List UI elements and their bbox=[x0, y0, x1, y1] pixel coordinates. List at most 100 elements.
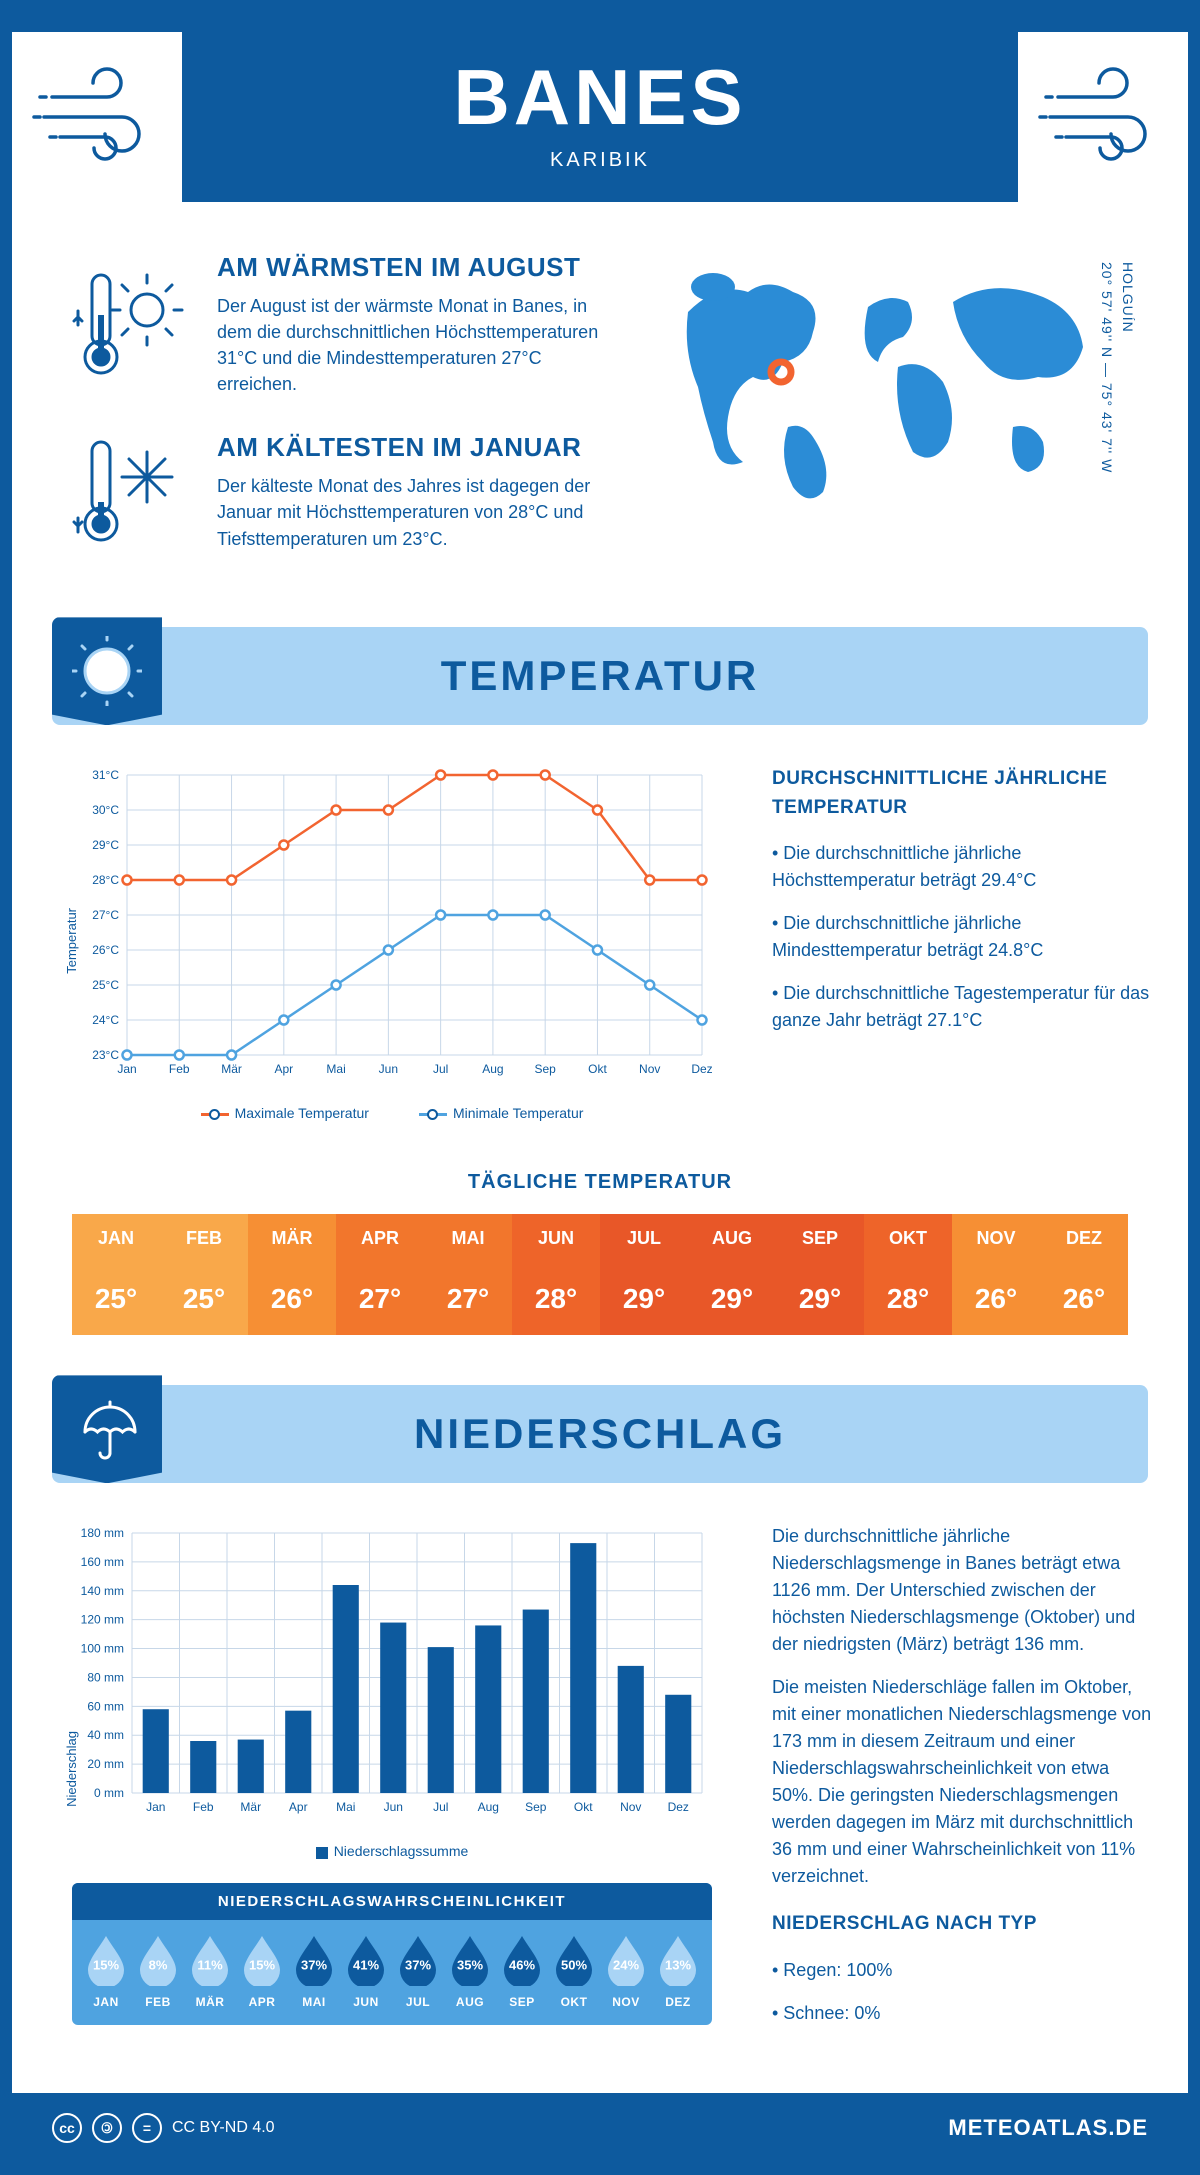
svg-text:Sep: Sep bbox=[535, 1062, 557, 1076]
svg-text:Feb: Feb bbox=[169, 1062, 190, 1076]
precip-legend: Niederschlagssumme bbox=[72, 1828, 712, 1859]
svg-text:Apr: Apr bbox=[274, 1062, 293, 1076]
svg-text:29°C: 29°C bbox=[92, 838, 119, 852]
svg-text:26°C: 26°C bbox=[92, 943, 119, 957]
svg-text:Aug: Aug bbox=[482, 1062, 503, 1076]
temp-col: JUN28° bbox=[512, 1214, 600, 1335]
svg-text:27°C: 27°C bbox=[92, 908, 119, 922]
svg-text:Jul: Jul bbox=[433, 1062, 448, 1076]
drop-item: 8%FEB bbox=[132, 1934, 184, 2009]
coordinates: HOLGUÍN 20° 57' 49'' N — 75° 43' 7'' W bbox=[1096, 262, 1138, 473]
temp-summary: DURCHSCHNITTLICHE JÄHRLICHE TEMPERATUR •… bbox=[772, 765, 1152, 1121]
temp-col: MAI27° bbox=[424, 1214, 512, 1335]
temp-col: FEB25° bbox=[160, 1214, 248, 1335]
svg-text:Mai: Mai bbox=[336, 1800, 355, 1814]
svg-text:160 mm: 160 mm bbox=[81, 1555, 124, 1569]
svg-text:28°C: 28°C bbox=[92, 873, 119, 887]
svg-text:Jun: Jun bbox=[379, 1062, 398, 1076]
license: cc 🄯 = CC BY-ND 4.0 bbox=[52, 2113, 275, 2143]
drop-item: 13%DEZ bbox=[652, 1934, 704, 2009]
warm-title: AM WÄRMSTEN IM AUGUST bbox=[217, 252, 618, 283]
svg-text:0 mm: 0 mm bbox=[94, 1786, 124, 1800]
precip-summary: Die durchschnittliche jährliche Niedersc… bbox=[772, 1523, 1152, 2043]
hero: BANES KARIBIK bbox=[12, 12, 1188, 202]
umbrella-icon bbox=[52, 1375, 162, 1483]
precip-section-header: NIEDERSCHLAG bbox=[52, 1385, 1148, 1483]
svg-text:Apr: Apr bbox=[289, 1800, 308, 1814]
temp-heading: TEMPERATUR bbox=[162, 652, 1038, 700]
warm-body: Der August ist der wärmste Monat in Bane… bbox=[217, 293, 618, 397]
temp-line-chart: Temperatur 23°C24°C25°C26°C27°C28°C29°C3… bbox=[72, 765, 712, 1121]
temp-legend: Maximale Temperatur Minimale Temperatur bbox=[72, 1090, 712, 1121]
temp-chart-row: Temperatur 23°C24°C25°C26°C27°C28°C29°C3… bbox=[12, 725, 1188, 1141]
wind-icon-left bbox=[12, 32, 182, 202]
temp-col: MÄR26° bbox=[248, 1214, 336, 1335]
svg-text:Jan: Jan bbox=[146, 1800, 165, 1814]
temp-col: OKT28° bbox=[864, 1214, 952, 1335]
svg-text:80 mm: 80 mm bbox=[87, 1671, 124, 1685]
svg-text:31°C: 31°C bbox=[92, 768, 119, 782]
drop-item: 37%JUL bbox=[392, 1934, 444, 2009]
page: BANES KARIBIK bbox=[0, 0, 1200, 2175]
drop-item: 11%MÄR bbox=[184, 1934, 236, 2009]
precip-bar-chart: Niederschlag 0 mm20 mm40 mm60 mm80 mm100… bbox=[72, 1523, 712, 2043]
svg-text:100 mm: 100 mm bbox=[81, 1642, 124, 1656]
svg-text:20 mm: 20 mm bbox=[87, 1757, 124, 1771]
svg-text:23°C: 23°C bbox=[92, 1048, 119, 1062]
svg-text:Dez: Dez bbox=[691, 1062, 712, 1076]
thermometer-cold-icon bbox=[72, 432, 192, 552]
svg-text:Aug: Aug bbox=[478, 1800, 499, 1814]
site-name: METEOATLAS.DE bbox=[948, 2115, 1148, 2141]
svg-text:Dez: Dez bbox=[668, 1800, 689, 1814]
temp-col: SEP29° bbox=[776, 1214, 864, 1335]
page-title: BANES bbox=[32, 52, 1168, 143]
svg-text:Mär: Mär bbox=[240, 1800, 261, 1814]
svg-text:25°C: 25°C bbox=[92, 978, 119, 992]
temp-col: AUG29° bbox=[688, 1214, 776, 1335]
svg-text:180 mm: 180 mm bbox=[81, 1526, 124, 1540]
svg-text:Okt: Okt bbox=[574, 1800, 593, 1814]
svg-text:140 mm: 140 mm bbox=[81, 1584, 124, 1598]
page-subtitle: KARIBIK bbox=[32, 149, 1168, 172]
svg-text:Feb: Feb bbox=[193, 1800, 214, 1814]
intro-section: AM WÄRMSTEN IM AUGUST Der August ist der… bbox=[12, 202, 1188, 627]
svg-text:40 mm: 40 mm bbox=[87, 1729, 124, 1743]
warm-block: AM WÄRMSTEN IM AUGUST Der August ist der… bbox=[72, 252, 618, 397]
svg-text:Sep: Sep bbox=[525, 1800, 547, 1814]
precip-probability: NIEDERSCHLAGSWAHRSCHEINLICHKEIT 15%JAN8%… bbox=[72, 1883, 712, 2025]
svg-text:Mär: Mär bbox=[221, 1062, 242, 1076]
temp-col: NOV26° bbox=[952, 1214, 1040, 1335]
temp-col: JAN25° bbox=[72, 1214, 160, 1335]
svg-text:Jan: Jan bbox=[117, 1062, 136, 1076]
thermometer-hot-icon bbox=[72, 252, 192, 397]
precip-chart-row: Niederschlag 0 mm20 mm40 mm60 mm80 mm100… bbox=[12, 1483, 1188, 2093]
cold-block: AM KÄLTESTEN IM JANUAR Der kälteste Mona… bbox=[72, 432, 618, 552]
svg-text:Jun: Jun bbox=[384, 1800, 403, 1814]
cold-body: Der kälteste Monat des Jahres ist dagege… bbox=[217, 473, 618, 551]
daily-temp-title: TÄGLICHE TEMPERATUR bbox=[12, 1141, 1188, 1214]
cold-title: AM KÄLTESTEN IM JANUAR bbox=[217, 432, 618, 463]
drop-item: 37%MAI bbox=[288, 1934, 340, 2009]
drop-item: 50%OKT bbox=[548, 1934, 600, 2009]
daily-temp-table: JAN25°FEB25°MÄR26°APR27°MAI27°JUN28°JUL2… bbox=[72, 1214, 1128, 1335]
svg-text:Nov: Nov bbox=[639, 1062, 660, 1076]
temp-col: DEZ26° bbox=[1040, 1214, 1128, 1335]
svg-text:Nov: Nov bbox=[620, 1800, 641, 1814]
sun-icon bbox=[52, 617, 162, 725]
drop-item: 46%SEP bbox=[496, 1934, 548, 2009]
footer: cc 🄯 = CC BY-ND 4.0 METEOATLAS.DE bbox=[12, 2093, 1188, 2163]
svg-text:60 mm: 60 mm bbox=[87, 1700, 124, 1714]
svg-text:Jul: Jul bbox=[433, 1800, 448, 1814]
temp-col: APR27° bbox=[336, 1214, 424, 1335]
precip-heading: NIEDERSCHLAG bbox=[162, 1410, 1038, 1458]
svg-text:120 mm: 120 mm bbox=[81, 1613, 124, 1627]
svg-text:Okt: Okt bbox=[588, 1062, 607, 1076]
drop-item: 41%JUN bbox=[340, 1934, 392, 2009]
wind-icon-right bbox=[1018, 32, 1188, 202]
drop-item: 15%JAN bbox=[80, 1934, 132, 2009]
drop-item: 15%APR bbox=[236, 1934, 288, 2009]
svg-text:24°C: 24°C bbox=[92, 1013, 119, 1027]
world-map: HOLGUÍN 20° 57' 49'' N — 75° 43' 7'' W bbox=[668, 252, 1128, 587]
drop-item: 35%AUG bbox=[444, 1934, 496, 2009]
temp-section-header: TEMPERATUR bbox=[52, 627, 1148, 725]
